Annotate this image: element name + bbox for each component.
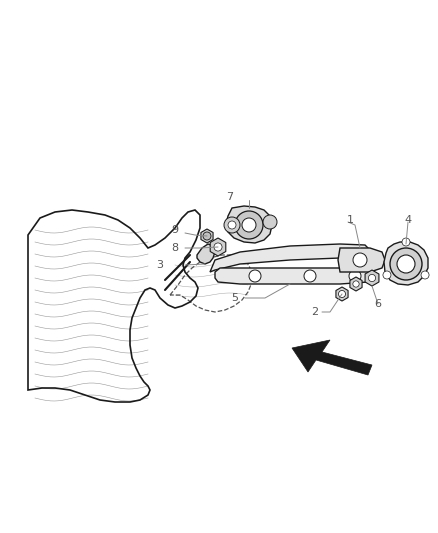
Text: 5: 5 bbox=[232, 293, 239, 303]
Polygon shape bbox=[292, 340, 372, 375]
Polygon shape bbox=[201, 229, 213, 243]
Circle shape bbox=[397, 255, 415, 273]
Circle shape bbox=[263, 215, 277, 229]
Text: 8: 8 bbox=[171, 243, 179, 253]
Polygon shape bbox=[350, 277, 362, 291]
Circle shape bbox=[353, 253, 367, 267]
Polygon shape bbox=[336, 287, 348, 301]
Circle shape bbox=[353, 281, 359, 287]
Circle shape bbox=[203, 232, 211, 240]
Text: 7: 7 bbox=[226, 192, 233, 202]
Circle shape bbox=[249, 270, 261, 282]
Circle shape bbox=[228, 221, 236, 229]
Text: 2: 2 bbox=[311, 307, 318, 317]
Circle shape bbox=[242, 218, 256, 232]
Circle shape bbox=[304, 270, 316, 282]
Text: 1: 1 bbox=[346, 215, 353, 225]
Polygon shape bbox=[215, 268, 372, 284]
Circle shape bbox=[402, 238, 410, 246]
Polygon shape bbox=[197, 244, 215, 264]
Circle shape bbox=[390, 248, 422, 280]
Circle shape bbox=[235, 211, 263, 239]
Polygon shape bbox=[365, 270, 379, 286]
Circle shape bbox=[421, 271, 429, 279]
Circle shape bbox=[214, 243, 222, 251]
Circle shape bbox=[224, 217, 240, 233]
Circle shape bbox=[349, 270, 361, 282]
Text: 4: 4 bbox=[404, 215, 412, 225]
Text: 6: 6 bbox=[374, 299, 381, 309]
Text: 9: 9 bbox=[171, 225, 179, 235]
Polygon shape bbox=[384, 242, 428, 285]
Polygon shape bbox=[210, 244, 370, 272]
Polygon shape bbox=[210, 238, 226, 256]
Polygon shape bbox=[338, 248, 385, 272]
Circle shape bbox=[339, 291, 345, 297]
Circle shape bbox=[368, 274, 376, 281]
Circle shape bbox=[204, 233, 210, 239]
Text: 3: 3 bbox=[156, 260, 163, 270]
Circle shape bbox=[383, 271, 391, 279]
Polygon shape bbox=[226, 206, 272, 243]
Circle shape bbox=[339, 290, 346, 297]
